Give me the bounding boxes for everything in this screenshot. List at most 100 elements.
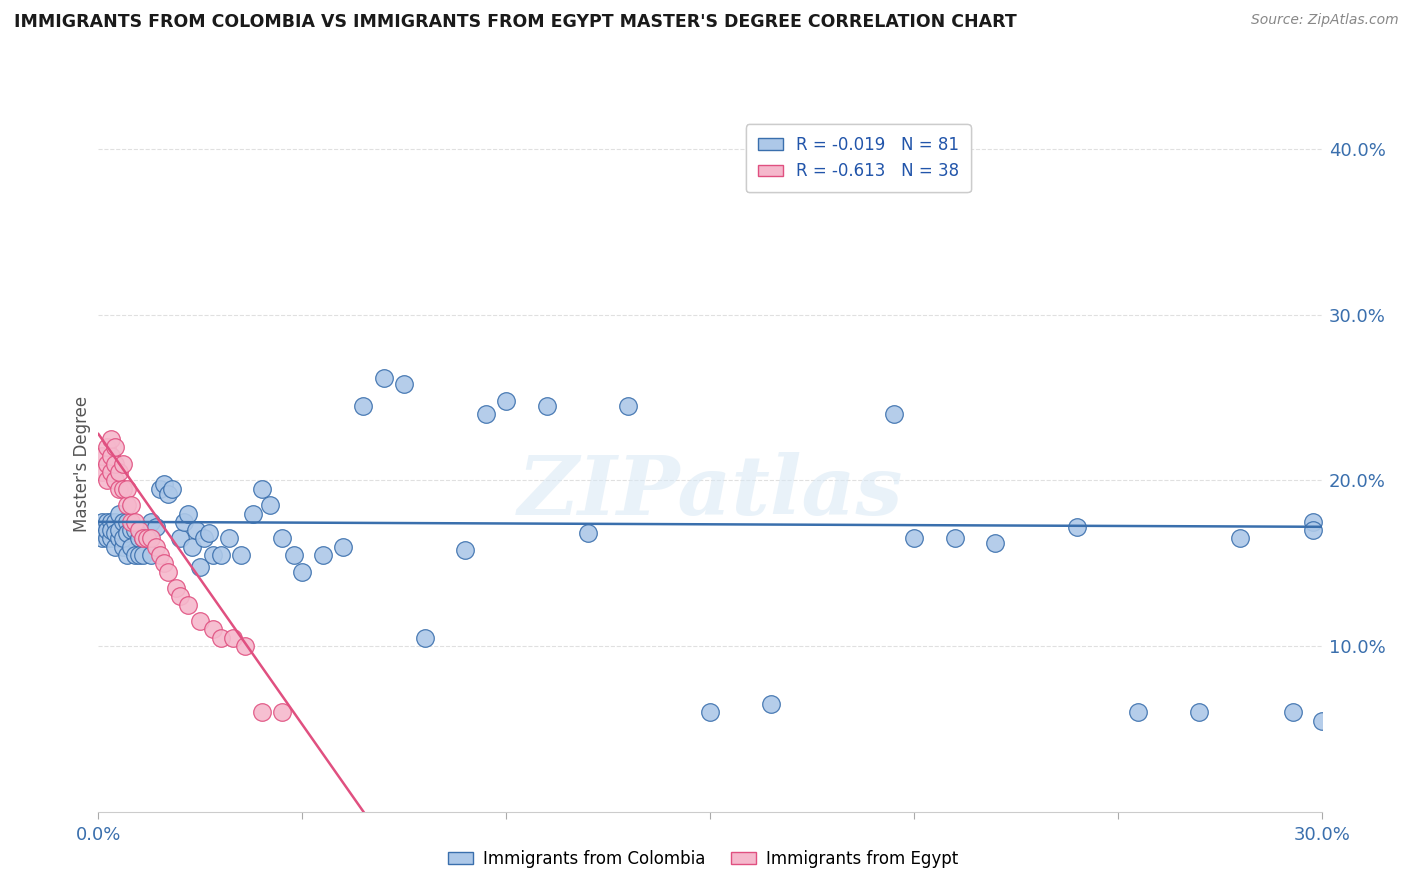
Point xyxy=(108,523,131,537)
Point xyxy=(156,565,179,579)
Point xyxy=(124,523,146,537)
Point xyxy=(617,399,640,413)
Point xyxy=(209,548,232,562)
Text: IMMIGRANTS FROM COLOMBIA VS IMMIGRANTS FROM EGYPT MASTER'S DEGREE CORRELATION CH: IMMIGRANTS FROM COLOMBIA VS IMMIGRANTS F… xyxy=(14,13,1017,31)
Point xyxy=(100,523,122,537)
Point xyxy=(231,548,253,562)
Point xyxy=(156,486,179,500)
Point xyxy=(270,706,294,720)
Point xyxy=(145,540,167,554)
Point xyxy=(152,556,174,570)
Point xyxy=(576,526,599,541)
Point xyxy=(291,565,314,579)
Point xyxy=(454,543,477,558)
Point xyxy=(96,532,118,546)
Point xyxy=(201,623,224,637)
Legend: Immigrants from Colombia, Immigrants from Egypt: Immigrants from Colombia, Immigrants fro… xyxy=(441,844,965,875)
Point xyxy=(699,706,721,720)
Point xyxy=(1066,520,1088,534)
Point xyxy=(108,465,131,479)
Point xyxy=(141,515,163,529)
Point xyxy=(120,540,142,554)
Point xyxy=(115,482,138,496)
Point xyxy=(115,498,138,512)
Point xyxy=(104,526,127,541)
Point xyxy=(111,457,134,471)
Point xyxy=(177,507,200,521)
Point xyxy=(169,590,191,604)
Point xyxy=(984,536,1007,550)
Point xyxy=(104,540,127,554)
Point xyxy=(1302,523,1324,537)
Point xyxy=(218,532,240,546)
Point xyxy=(943,532,966,546)
Point xyxy=(1302,515,1324,529)
Point xyxy=(152,476,174,491)
Point xyxy=(96,523,118,537)
Point xyxy=(108,507,131,521)
Point xyxy=(115,526,138,541)
Point xyxy=(165,581,187,595)
Point xyxy=(96,515,118,529)
Point xyxy=(124,515,146,529)
Point xyxy=(193,532,215,546)
Point xyxy=(761,697,783,711)
Point xyxy=(100,515,122,529)
Point xyxy=(536,399,558,413)
Point xyxy=(145,520,167,534)
Point xyxy=(373,370,395,384)
Point xyxy=(111,540,134,554)
Point xyxy=(128,532,150,546)
Point xyxy=(270,532,294,546)
Point xyxy=(186,523,208,537)
Point xyxy=(100,449,122,463)
Point xyxy=(111,482,134,496)
Point xyxy=(149,548,172,562)
Point xyxy=(173,515,195,529)
Point xyxy=(149,482,172,496)
Point xyxy=(392,377,416,392)
Point xyxy=(120,515,142,529)
Point xyxy=(136,532,159,546)
Point xyxy=(312,548,335,562)
Point xyxy=(242,507,264,521)
Point xyxy=(141,548,163,562)
Point xyxy=(124,548,146,562)
Point xyxy=(233,639,256,653)
Point xyxy=(259,498,281,512)
Point xyxy=(115,548,138,562)
Point xyxy=(283,548,305,562)
Point xyxy=(96,440,118,454)
Point xyxy=(197,526,219,541)
Point xyxy=(201,548,224,562)
Text: Source: ZipAtlas.com: Source: ZipAtlas.com xyxy=(1251,13,1399,28)
Point xyxy=(474,407,498,421)
Point xyxy=(91,532,114,546)
Point xyxy=(136,532,159,546)
Point xyxy=(903,532,925,546)
Point xyxy=(1128,706,1150,720)
Point xyxy=(250,482,273,496)
Point xyxy=(104,474,127,488)
Point xyxy=(1188,706,1211,720)
Point xyxy=(91,449,114,463)
Point xyxy=(120,498,142,512)
Point xyxy=(91,515,114,529)
Point xyxy=(177,598,200,612)
Point xyxy=(181,540,204,554)
Point xyxy=(91,523,114,537)
Text: ZIPatlas: ZIPatlas xyxy=(517,451,903,532)
Point xyxy=(91,465,114,479)
Y-axis label: Master's Degree: Master's Degree xyxy=(73,396,91,532)
Point xyxy=(132,532,155,546)
Point xyxy=(104,515,127,529)
Point xyxy=(111,515,134,529)
Point xyxy=(1229,532,1251,546)
Point xyxy=(100,432,122,446)
Point xyxy=(100,465,122,479)
Point xyxy=(188,614,212,628)
Point xyxy=(132,548,155,562)
Point xyxy=(169,532,191,546)
Point xyxy=(1282,706,1305,720)
Point xyxy=(128,548,150,562)
